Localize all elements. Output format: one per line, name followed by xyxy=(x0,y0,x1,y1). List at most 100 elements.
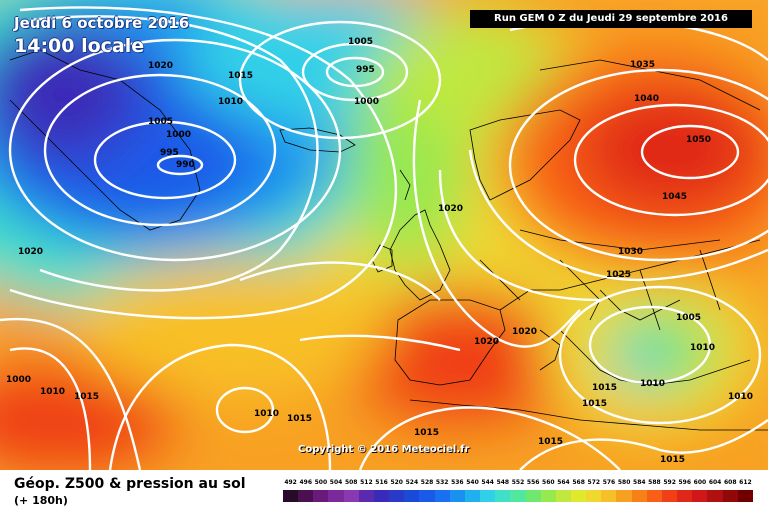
scale-swatch xyxy=(298,490,314,502)
pressure-label: 1020 xyxy=(148,61,173,71)
scale-swatch xyxy=(419,490,435,502)
scale-value-label: 596 xyxy=(678,479,692,486)
pressure-label: 1020 xyxy=(512,327,537,337)
scale-swatch xyxy=(540,490,556,502)
pressure-label: 1035 xyxy=(630,60,655,70)
pressure-label: 1010 xyxy=(690,343,715,353)
scale-swatch xyxy=(737,490,753,502)
color-scale-labels: 492 496 500 504 508 512 516 520 524 528 532 536 540 5… xyxy=(283,479,753,489)
pressure-label: 1020 xyxy=(18,247,43,257)
scale-swatch xyxy=(328,490,344,502)
scale-swatch xyxy=(586,490,602,502)
scale-swatch xyxy=(631,490,647,502)
scale-value-label: 540 xyxy=(466,479,479,486)
pressure-label: 1015 xyxy=(592,383,617,393)
pressure-label: 1000 xyxy=(166,130,191,140)
scale-swatch xyxy=(646,490,662,502)
pressure-label: 1045 xyxy=(662,192,687,202)
pressure-label: 1010 xyxy=(640,379,665,389)
scale-value-label: 504 xyxy=(329,479,343,486)
forecast-date: Jeudi 6 octobre 2016 xyxy=(14,14,190,32)
scale-swatch xyxy=(616,490,632,502)
legend-subtitle: (+ 180h) xyxy=(14,494,68,507)
pressure-label: 1020 xyxy=(474,337,499,347)
pressure-label: 1000 xyxy=(354,97,379,107)
pressure-label: 1010 xyxy=(218,97,243,107)
pressure-label: 990 xyxy=(176,160,195,170)
scale-value-label: 592 xyxy=(663,479,676,486)
pressure-label: 1000 xyxy=(6,375,31,385)
scale-value-label: 560 xyxy=(542,479,555,486)
scale-swatch xyxy=(449,490,465,502)
scale-value-label: 548 xyxy=(496,479,510,486)
scale-value-label: 528 xyxy=(420,479,434,486)
scale-value-label: 524 xyxy=(405,479,419,486)
scale-swatch xyxy=(480,490,496,502)
scale-value-label: 568 xyxy=(572,479,585,486)
scale-value-label: 612 xyxy=(739,479,752,486)
pressure-label: 1025 xyxy=(606,270,631,280)
pressure-label: 1015 xyxy=(228,71,253,81)
forecast-time: 14:00 locale xyxy=(14,35,145,57)
scale-value-label: 512 xyxy=(360,479,373,486)
scale-swatch xyxy=(570,490,587,502)
legend-title: Géop. Z500 & pression au sol xyxy=(14,476,246,492)
scale-value-label: 584 xyxy=(633,479,646,486)
scale-value-label: 536 xyxy=(451,479,464,486)
scale-value-label: 604 xyxy=(708,479,722,486)
z500-color-field xyxy=(0,0,768,470)
scale-value-label: 532 xyxy=(435,479,449,486)
scale-value-label: 588 xyxy=(648,479,661,486)
pressure-label: 1015 xyxy=(287,414,312,424)
scale-value-label: 492 xyxy=(284,479,297,486)
scale-value-label: 516 xyxy=(375,479,388,486)
pressure-label: 1010 xyxy=(40,387,65,397)
pressure-label: 1040 xyxy=(634,94,659,104)
pressure-label: 1010 xyxy=(728,392,753,402)
pressure-label: 1015 xyxy=(74,392,99,402)
pressure-label: 1015 xyxy=(660,455,685,465)
scale-value-label: 572 xyxy=(587,479,601,486)
scale-swatch xyxy=(661,490,678,502)
pressure-labels: 1020 1015 1010 1005 1000 995 990 1005 99… xyxy=(6,37,753,465)
pressure-label: 1015 xyxy=(582,399,607,409)
scale-value-label: 520 xyxy=(390,479,403,486)
scale-swatch xyxy=(464,490,481,502)
scale-swatch xyxy=(707,490,723,502)
scale-swatch xyxy=(358,490,374,502)
map-panel: 1020 1015 1010 1005 1000 995 990 1005 99… xyxy=(0,0,768,470)
pressure-label: 1005 xyxy=(348,37,373,47)
scale-value-label: 576 xyxy=(602,479,616,486)
scale-swatch xyxy=(555,490,571,502)
scale-swatch xyxy=(434,490,450,502)
scale-value-label: 580 xyxy=(617,479,631,486)
scale-swatch xyxy=(389,490,405,502)
scale-value-label: 496 xyxy=(299,479,312,486)
scale-value-label: 564 xyxy=(557,479,570,486)
scale-value-label: 508 xyxy=(344,479,358,486)
pressure-label: 1030 xyxy=(618,247,643,257)
color-scale-bar xyxy=(283,490,753,502)
run-info-banner: Run GEM 0 Z du Jeudi 29 septembre 2016 xyxy=(470,10,752,28)
scale-swatch xyxy=(313,490,329,502)
isobars xyxy=(0,6,768,470)
scale-value-label: 500 xyxy=(314,479,328,486)
scale-value-label: 544 xyxy=(481,479,494,486)
pressure-label: 1050 xyxy=(686,135,711,145)
scale-swatch xyxy=(601,490,617,502)
pressure-label: 1005 xyxy=(676,313,701,323)
scale-swatch xyxy=(692,490,708,502)
scale-swatch xyxy=(404,490,420,502)
pressure-label: 1015 xyxy=(538,437,563,447)
scale-value-label: 552 xyxy=(511,479,525,486)
scale-swatch xyxy=(495,490,511,502)
pressure-label: 995 xyxy=(356,65,375,75)
scale-swatch xyxy=(343,490,359,502)
scale-value-label: 600 xyxy=(693,479,707,486)
scale-value-label: 556 xyxy=(526,479,540,486)
scale-swatch xyxy=(677,490,693,502)
copyright-notice: Copyright © 2016 Meteociel.fr xyxy=(298,444,470,455)
pressure-label: 995 xyxy=(160,148,179,158)
geopotential-map: 1020 1015 1010 1005 1000 995 990 1005 99… xyxy=(0,0,768,470)
